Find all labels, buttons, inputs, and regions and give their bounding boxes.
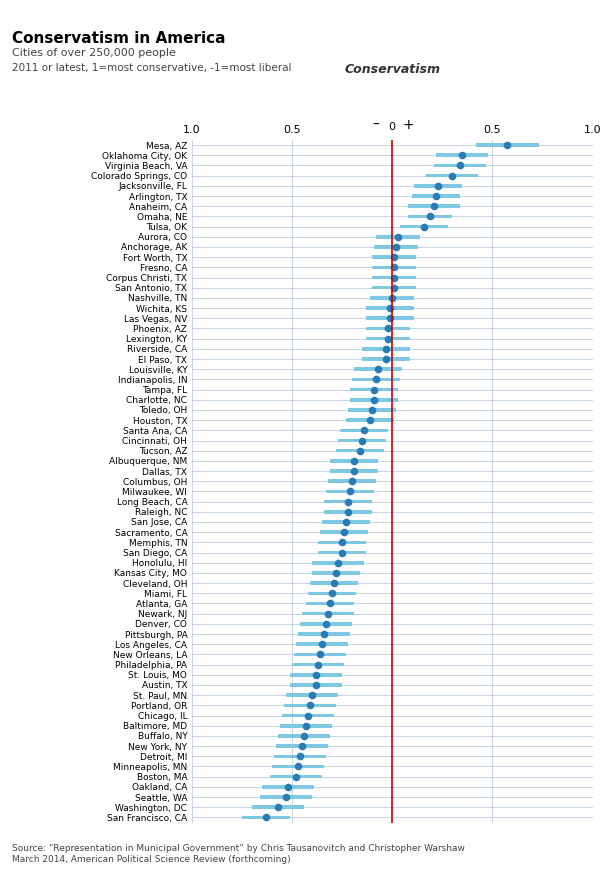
FancyBboxPatch shape bbox=[300, 622, 352, 626]
FancyBboxPatch shape bbox=[282, 714, 334, 718]
Text: 2011 or latest, 1=most conservative, -1=most liberal: 2011 or latest, 1=most conservative, -1=… bbox=[12, 63, 292, 73]
FancyBboxPatch shape bbox=[286, 693, 338, 697]
FancyBboxPatch shape bbox=[312, 571, 360, 575]
FancyBboxPatch shape bbox=[362, 357, 410, 360]
FancyBboxPatch shape bbox=[400, 225, 448, 228]
FancyBboxPatch shape bbox=[260, 795, 312, 799]
FancyBboxPatch shape bbox=[252, 805, 304, 809]
Text: Source: “Representation in Municipal Government” by Chris Tausanovitch and Chris: Source: “Representation in Municipal Gov… bbox=[12, 844, 465, 864]
FancyBboxPatch shape bbox=[350, 398, 398, 402]
FancyBboxPatch shape bbox=[324, 510, 372, 514]
FancyBboxPatch shape bbox=[242, 816, 290, 819]
FancyBboxPatch shape bbox=[372, 276, 416, 279]
FancyBboxPatch shape bbox=[477, 144, 539, 147]
FancyBboxPatch shape bbox=[370, 296, 414, 299]
Text: Conservatism: Conservatism bbox=[344, 63, 440, 76]
Text: +: + bbox=[402, 118, 414, 132]
FancyBboxPatch shape bbox=[306, 602, 354, 606]
FancyBboxPatch shape bbox=[324, 500, 372, 503]
FancyBboxPatch shape bbox=[434, 164, 486, 167]
FancyBboxPatch shape bbox=[328, 480, 376, 483]
FancyBboxPatch shape bbox=[366, 317, 414, 320]
FancyBboxPatch shape bbox=[318, 541, 366, 544]
FancyBboxPatch shape bbox=[350, 388, 398, 391]
FancyBboxPatch shape bbox=[412, 194, 460, 198]
FancyBboxPatch shape bbox=[272, 765, 324, 768]
Text: Conservatism in America: Conservatism in America bbox=[12, 31, 226, 46]
FancyBboxPatch shape bbox=[296, 642, 348, 646]
FancyBboxPatch shape bbox=[352, 378, 400, 382]
FancyBboxPatch shape bbox=[290, 673, 342, 676]
FancyBboxPatch shape bbox=[274, 754, 326, 758]
FancyBboxPatch shape bbox=[372, 255, 416, 259]
Text: Cities of over 250,000 people: Cities of over 250,000 people bbox=[12, 48, 176, 58]
FancyBboxPatch shape bbox=[366, 326, 410, 330]
FancyBboxPatch shape bbox=[308, 592, 356, 595]
FancyBboxPatch shape bbox=[284, 704, 336, 707]
FancyBboxPatch shape bbox=[340, 429, 388, 432]
FancyBboxPatch shape bbox=[298, 633, 350, 636]
FancyBboxPatch shape bbox=[280, 724, 332, 727]
FancyBboxPatch shape bbox=[290, 683, 342, 687]
FancyBboxPatch shape bbox=[362, 347, 410, 351]
FancyBboxPatch shape bbox=[336, 449, 384, 452]
FancyBboxPatch shape bbox=[326, 490, 374, 493]
Text: –: – bbox=[373, 118, 379, 132]
FancyBboxPatch shape bbox=[408, 214, 452, 218]
FancyBboxPatch shape bbox=[322, 521, 370, 524]
FancyBboxPatch shape bbox=[426, 174, 478, 178]
FancyBboxPatch shape bbox=[302, 612, 354, 615]
FancyBboxPatch shape bbox=[330, 469, 378, 472]
FancyBboxPatch shape bbox=[318, 550, 366, 555]
FancyBboxPatch shape bbox=[366, 306, 414, 310]
FancyBboxPatch shape bbox=[366, 337, 410, 340]
FancyBboxPatch shape bbox=[346, 418, 394, 422]
FancyBboxPatch shape bbox=[312, 561, 364, 564]
FancyBboxPatch shape bbox=[414, 184, 463, 187]
FancyBboxPatch shape bbox=[262, 785, 314, 788]
FancyBboxPatch shape bbox=[330, 459, 378, 463]
FancyBboxPatch shape bbox=[348, 408, 396, 412]
FancyBboxPatch shape bbox=[437, 153, 488, 157]
FancyBboxPatch shape bbox=[408, 205, 460, 208]
FancyBboxPatch shape bbox=[276, 745, 328, 748]
FancyBboxPatch shape bbox=[338, 438, 386, 442]
Text: 0: 0 bbox=[389, 122, 396, 132]
FancyBboxPatch shape bbox=[292, 663, 344, 667]
FancyBboxPatch shape bbox=[320, 530, 368, 534]
FancyBboxPatch shape bbox=[376, 235, 420, 239]
FancyBboxPatch shape bbox=[372, 286, 416, 290]
FancyBboxPatch shape bbox=[310, 581, 358, 584]
FancyBboxPatch shape bbox=[270, 775, 322, 779]
FancyBboxPatch shape bbox=[278, 734, 330, 738]
FancyBboxPatch shape bbox=[374, 245, 418, 248]
FancyBboxPatch shape bbox=[294, 653, 346, 656]
FancyBboxPatch shape bbox=[354, 368, 402, 371]
FancyBboxPatch shape bbox=[372, 265, 416, 270]
